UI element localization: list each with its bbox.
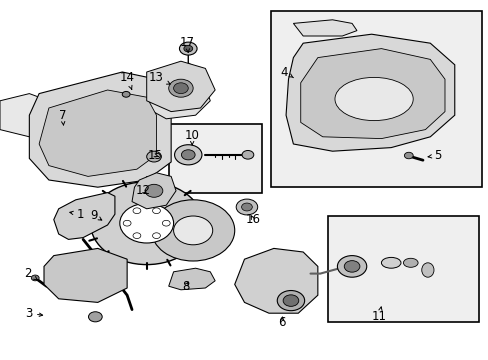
Text: 6: 6 <box>278 316 285 329</box>
Text: 8: 8 <box>182 280 189 293</box>
Text: 11: 11 <box>371 307 386 323</box>
Text: 3: 3 <box>24 307 42 320</box>
Polygon shape <box>44 248 127 302</box>
Circle shape <box>236 199 257 215</box>
Circle shape <box>174 145 202 165</box>
Polygon shape <box>234 248 317 313</box>
Polygon shape <box>146 61 215 112</box>
Circle shape <box>277 291 304 311</box>
Polygon shape <box>285 34 454 151</box>
Ellipse shape <box>381 257 400 268</box>
Polygon shape <box>29 72 171 187</box>
Circle shape <box>337 256 366 277</box>
Text: 15: 15 <box>148 149 163 162</box>
Text: 16: 16 <box>245 213 260 226</box>
Text: 7: 7 <box>59 109 66 125</box>
Bar <box>271 11 481 187</box>
Text: 13: 13 <box>149 71 170 84</box>
Circle shape <box>168 79 193 97</box>
Polygon shape <box>300 49 444 139</box>
Text: 2: 2 <box>24 267 38 280</box>
Circle shape <box>179 42 197 55</box>
Text: 12: 12 <box>136 184 150 197</box>
Bar <box>168 124 261 193</box>
Circle shape <box>404 152 412 159</box>
Text: 5: 5 <box>427 149 441 162</box>
Circle shape <box>31 275 39 281</box>
Ellipse shape <box>421 263 433 277</box>
Circle shape <box>120 203 173 243</box>
Circle shape <box>283 295 298 306</box>
Ellipse shape <box>403 258 417 267</box>
Text: 14: 14 <box>120 71 134 89</box>
Ellipse shape <box>334 77 412 121</box>
Text: 1: 1 <box>70 208 84 221</box>
Polygon shape <box>132 173 176 209</box>
Polygon shape <box>168 268 215 290</box>
Polygon shape <box>0 94 63 137</box>
Text: 17: 17 <box>180 36 194 52</box>
Text: 10: 10 <box>184 129 199 145</box>
Circle shape <box>90 182 203 265</box>
Text: 4: 4 <box>280 66 293 78</box>
Polygon shape <box>54 193 115 239</box>
Circle shape <box>344 261 359 272</box>
Circle shape <box>181 150 195 160</box>
Circle shape <box>241 203 252 211</box>
Circle shape <box>183 45 192 52</box>
Text: 9: 9 <box>90 209 102 222</box>
Circle shape <box>173 83 188 94</box>
Circle shape <box>151 200 234 261</box>
Circle shape <box>146 151 161 162</box>
Circle shape <box>242 150 253 159</box>
Circle shape <box>173 216 212 245</box>
Polygon shape <box>146 79 210 119</box>
Circle shape <box>145 184 163 197</box>
Polygon shape <box>293 20 356 36</box>
Circle shape <box>88 312 102 322</box>
Circle shape <box>122 91 130 97</box>
Bar <box>327 216 478 322</box>
Polygon shape <box>39 90 156 176</box>
